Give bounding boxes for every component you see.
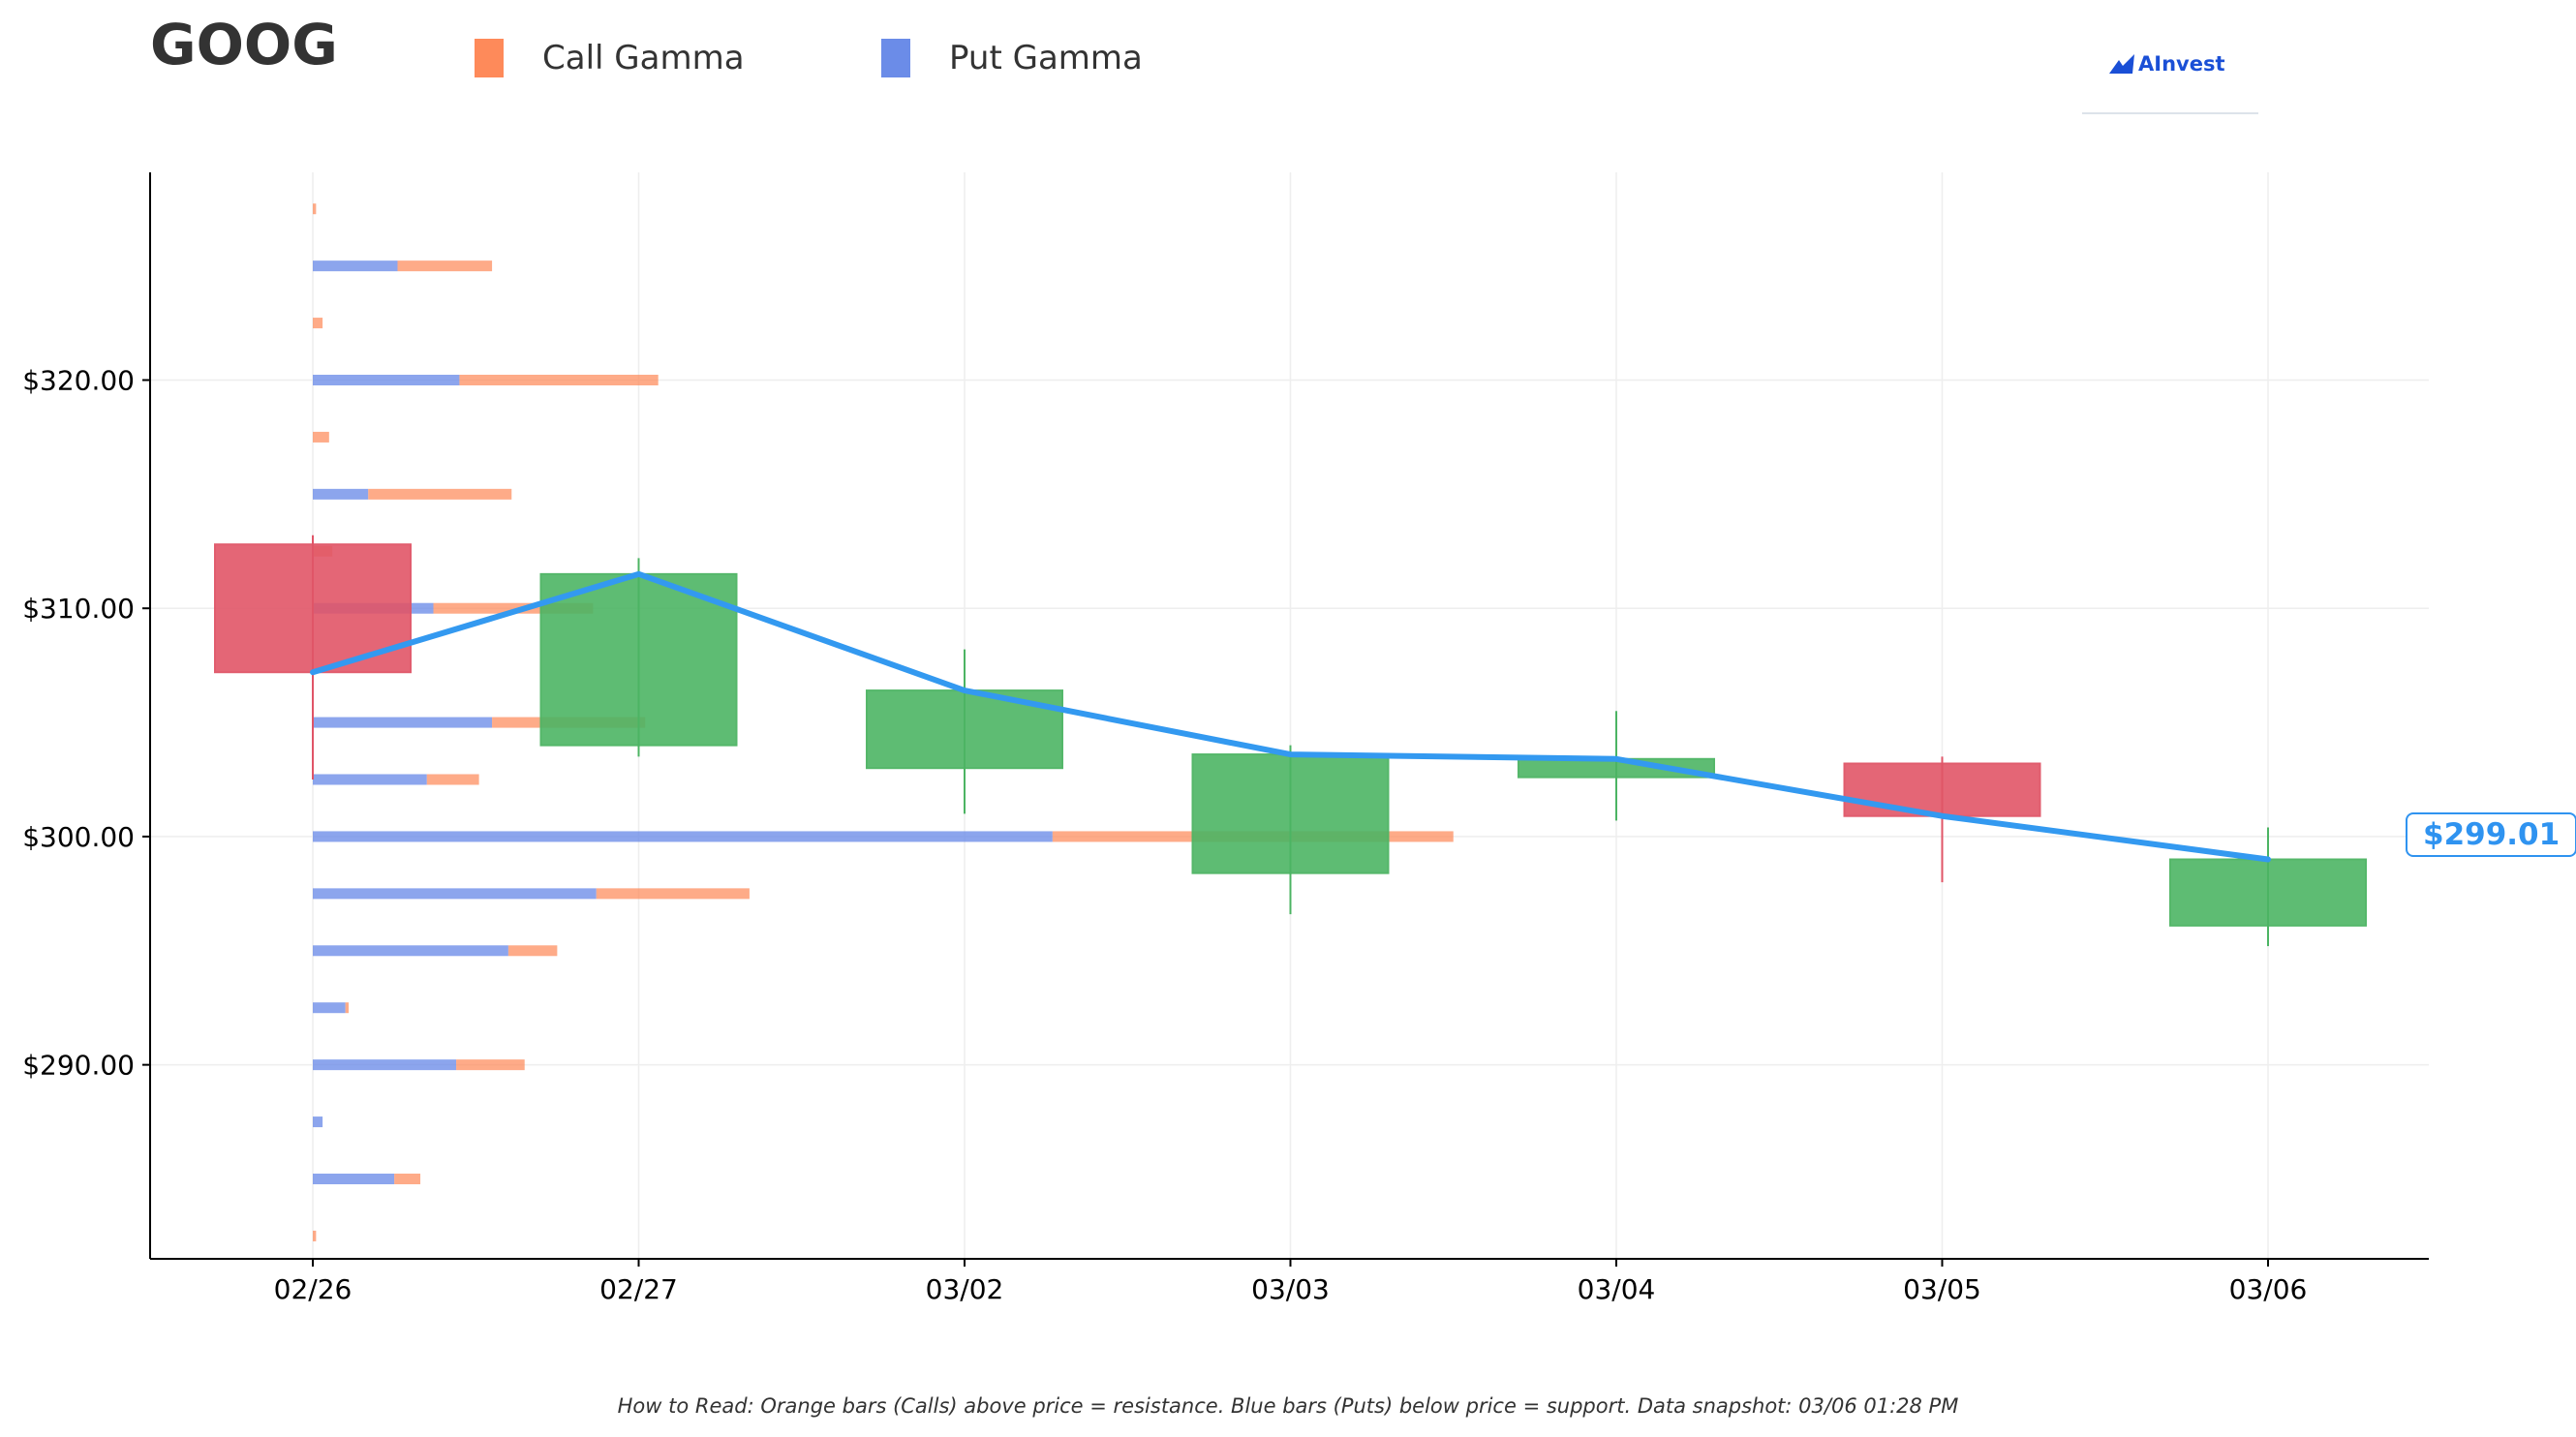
brand-chart-icon (2109, 54, 2134, 74)
axes-layer: $290.00 $300.00 $310.00 $320.00 02/26 02/27 03… (22, 172, 2429, 1305)
call-gamma-bar (394, 1174, 421, 1184)
how-to-read-note: How to Read: Orange bars (Calls) above p… (617, 1394, 1959, 1418)
y-tick-label: $300.00 (22, 821, 135, 853)
legend-item-call-gamma: Call Gamma (475, 39, 745, 77)
call-gamma-bar (313, 1230, 317, 1241)
y-tick-label: $310.00 (22, 593, 135, 625)
y-tick-label: $320.00 (22, 365, 135, 397)
call-gamma-bar (345, 1002, 350, 1014)
call-gamma-bar (507, 945, 558, 957)
put-gamma-bar (313, 375, 460, 385)
legend-label-call-gamma: Call Gamma (542, 39, 745, 77)
put-gamma-bar (313, 774, 427, 785)
price-line-layer (310, 570, 2271, 863)
call-gamma-bar (397, 260, 493, 272)
x-tick-label: 03/02 (926, 1273, 1004, 1305)
call-gamma-bar (313, 318, 323, 329)
call-gamma-bar (313, 431, 329, 443)
put-gamma-bar (313, 1059, 457, 1071)
y-tick-label: $290.00 (22, 1050, 135, 1082)
put-gamma-bar (313, 945, 508, 957)
call-gamma-bar (433, 602, 594, 614)
legend-label-put-gamma: Put Gamma (949, 39, 1143, 77)
brand-name: AInvest (2138, 52, 2225, 76)
call-gamma-bar (596, 888, 750, 900)
call-gamma-bar (426, 774, 479, 785)
put-gamma-bar (313, 888, 597, 900)
candles-layer (214, 535, 2367, 947)
x-tick-label: 03/03 (1251, 1273, 1330, 1305)
current-price-badge: $299.01 (2406, 812, 2576, 857)
put-gamma-bar (313, 1174, 395, 1184)
put-gamma-bar (313, 1116, 323, 1128)
put-gamma-bar (313, 717, 493, 728)
x-tick-label: 03/04 (1578, 1273, 1656, 1305)
put-gamma-bar (313, 831, 1053, 842)
price-line (310, 570, 2271, 863)
put-gamma-bar (313, 260, 398, 272)
x-tick-label: 03/06 (2229, 1273, 2308, 1305)
call-gamma-bar (456, 1059, 525, 1071)
brand-logo: AInvest (2082, 46, 2258, 114)
call-gamma-bar (313, 203, 317, 215)
call-gamma-swatch (475, 39, 504, 77)
call-gamma-bar (459, 375, 659, 385)
candle-body (1191, 753, 1390, 874)
call-gamma-bar (368, 488, 512, 500)
legend-item-put-gamma: Put Gamma (881, 39, 1143, 77)
put-gamma-bar (313, 488, 369, 500)
x-tick-label: 02/27 (599, 1273, 678, 1305)
grid-layer (150, 172, 2429, 1259)
x-tick-label: 02/26 (274, 1273, 353, 1305)
candle-body (539, 572, 738, 747)
ticker-title: GOOG (150, 12, 338, 77)
x-tick-label: 03/05 (1903, 1273, 1981, 1305)
put-gamma-bar (313, 1002, 346, 1014)
put-gamma-swatch (881, 39, 910, 77)
candle-body (1843, 762, 2041, 817)
candle-body (2169, 858, 2367, 927)
